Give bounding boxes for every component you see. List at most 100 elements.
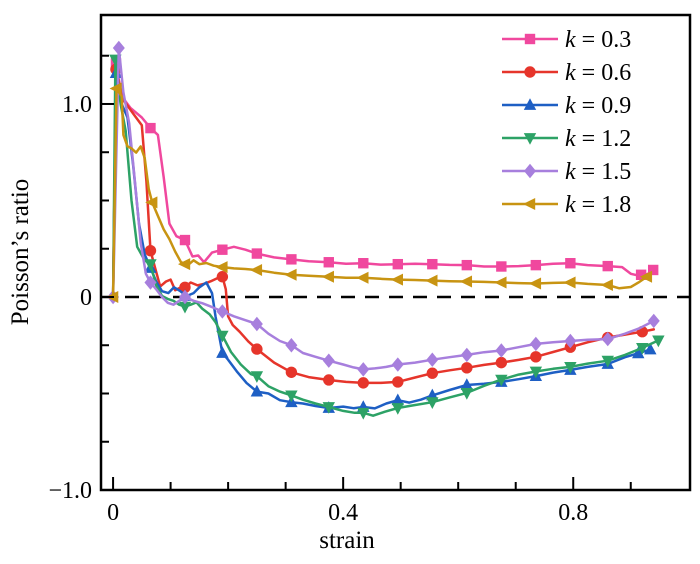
series-k-1.2 bbox=[109, 54, 665, 420]
legend-label-k-0.3: k = 0.3 bbox=[565, 27, 631, 53]
y-tick-label: −1.0 bbox=[48, 478, 92, 504]
triangle-down-marker bbox=[178, 301, 192, 314]
triangle-up-marker bbox=[460, 378, 474, 390]
triangle-left-marker bbox=[215, 261, 228, 274]
square-marker bbox=[635, 269, 647, 280]
legend-item-k-1.2: k = 1.2 bbox=[502, 126, 631, 152]
circle-marker bbox=[251, 343, 263, 355]
triangle-left-marker bbox=[425, 274, 438, 287]
diamond-marker bbox=[647, 313, 660, 329]
diamond-marker bbox=[112, 40, 125, 56]
square-marker bbox=[392, 258, 404, 270]
square-marker bbox=[647, 264, 659, 276]
triangle-up-marker bbox=[216, 346, 229, 358]
square-marker bbox=[496, 261, 507, 272]
triangle-down-marker bbox=[216, 330, 229, 343]
series-line-k-1.2 bbox=[111, 58, 660, 417]
triangle-down-marker bbox=[652, 335, 665, 348]
square-marker bbox=[565, 258, 576, 269]
circle-marker bbox=[216, 271, 229, 283]
triangle-down-marker bbox=[322, 402, 335, 414]
triangle-down-marker bbox=[144, 259, 157, 271]
legend-label-k-0.9: k = 0.9 bbox=[565, 93, 631, 119]
diamond-marker bbox=[322, 353, 335, 368]
triangle-down-marker bbox=[357, 407, 370, 420]
triangle-up-marker bbox=[632, 346, 645, 359]
legend-item-k-1.5: k = 1.5 bbox=[502, 159, 631, 185]
triangle-down-marker bbox=[601, 355, 614, 368]
square-marker bbox=[179, 234, 191, 246]
circle-marker bbox=[285, 366, 298, 378]
triangle-down-marker bbox=[391, 403, 405, 415]
square-marker bbox=[286, 254, 297, 265]
square-marker bbox=[427, 258, 438, 270]
square-marker bbox=[251, 248, 263, 259]
triangle-left-marker bbox=[459, 275, 473, 288]
triangle-down-marker bbox=[250, 371, 264, 383]
circle-marker bbox=[392, 376, 404, 388]
triangle-left-marker bbox=[639, 270, 653, 283]
legend-label-k-1.5: k = 1.5 bbox=[565, 159, 631, 185]
legend-item-k-0.3: k = 0.3 bbox=[502, 27, 631, 53]
y-tick-label: 1.0 bbox=[62, 92, 92, 118]
axis-ticks: 0 0.4 0.8 1.0 0 −1.0 bbox=[48, 54, 632, 526]
diamond-marker bbox=[144, 275, 157, 290]
diamond-marker bbox=[250, 316, 263, 332]
triangle-left-marker bbox=[321, 270, 334, 283]
circle-marker bbox=[144, 244, 157, 257]
legend-item-k-1.8: k = 1.8 bbox=[502, 192, 631, 218]
triangle-left-marker bbox=[523, 198, 536, 210]
square-marker bbox=[358, 258, 369, 269]
square-marker bbox=[524, 33, 536, 45]
diamond-marker bbox=[285, 338, 298, 353]
circle-marker bbox=[323, 374, 335, 386]
diamond-marker bbox=[426, 352, 439, 367]
circle-marker bbox=[426, 367, 439, 379]
triangle-down-marker bbox=[636, 343, 649, 355]
legend: k = 0.3 k = 0.6 k = 0.9 k = 1.2 k = 1.5 k = 1… bbox=[502, 27, 631, 218]
triangle-up-marker bbox=[250, 384, 264, 397]
diamond-marker bbox=[178, 289, 191, 305]
circle-marker bbox=[179, 281, 191, 294]
triangle-up-marker bbox=[644, 342, 657, 355]
legend-label-k-1.8: k = 1.8 bbox=[565, 192, 631, 218]
x-tick-label: 0.4 bbox=[328, 500, 358, 526]
circle-marker bbox=[524, 66, 536, 78]
triangle-left-marker bbox=[600, 279, 613, 292]
square-marker bbox=[323, 257, 334, 268]
triangle-left-marker bbox=[390, 273, 404, 286]
diamond-marker bbox=[391, 357, 404, 372]
diamond-marker bbox=[524, 163, 536, 179]
legend-label-k-1.2: k = 1.2 bbox=[565, 126, 631, 152]
legend-label-k-0.6: k = 0.6 bbox=[565, 60, 631, 86]
y-tick-label: 0 bbox=[80, 285, 92, 311]
x-tick-label: 0.8 bbox=[558, 500, 588, 526]
triangle-down-marker bbox=[564, 361, 577, 374]
triangle-down-marker bbox=[495, 374, 508, 387]
diamond-marker bbox=[216, 304, 229, 319]
triangle-left-marker bbox=[145, 196, 158, 209]
diamond-marker bbox=[601, 331, 614, 347]
diamond-marker bbox=[564, 333, 577, 349]
triangle-down-marker bbox=[426, 397, 439, 409]
plot-layers: 0 0.4 0.81.00−1.0k = 0.3k = 0.6k = 0.9k = … bbox=[48, 13, 692, 526]
plot-frame bbox=[99, 13, 692, 492]
triangle-left-marker bbox=[177, 258, 191, 271]
series-k-1.5 bbox=[107, 40, 660, 377]
triangle-left-marker bbox=[563, 276, 576, 289]
triangle-up-marker bbox=[391, 393, 405, 406]
triangle-left-marker bbox=[356, 271, 369, 284]
triangle-left-marker bbox=[109, 82, 122, 95]
square-marker bbox=[530, 259, 542, 271]
triangle-left-marker bbox=[249, 263, 263, 276]
x-tick-label: 0 bbox=[107, 500, 119, 526]
square-marker bbox=[145, 122, 156, 134]
square-marker bbox=[602, 260, 613, 272]
triangle-left-marker bbox=[528, 277, 542, 290]
triangle-down-marker bbox=[523, 133, 537, 145]
triangle-down-marker bbox=[529, 366, 543, 379]
x-axis-title: strain bbox=[319, 527, 375, 554]
diamond-marker bbox=[460, 347, 473, 363]
